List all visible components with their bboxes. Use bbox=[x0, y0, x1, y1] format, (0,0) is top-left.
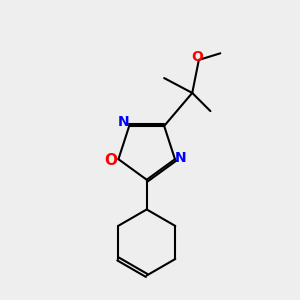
Text: N: N bbox=[175, 151, 186, 164]
Text: N: N bbox=[118, 115, 129, 129]
Text: O: O bbox=[191, 50, 203, 64]
Text: O: O bbox=[105, 153, 118, 168]
